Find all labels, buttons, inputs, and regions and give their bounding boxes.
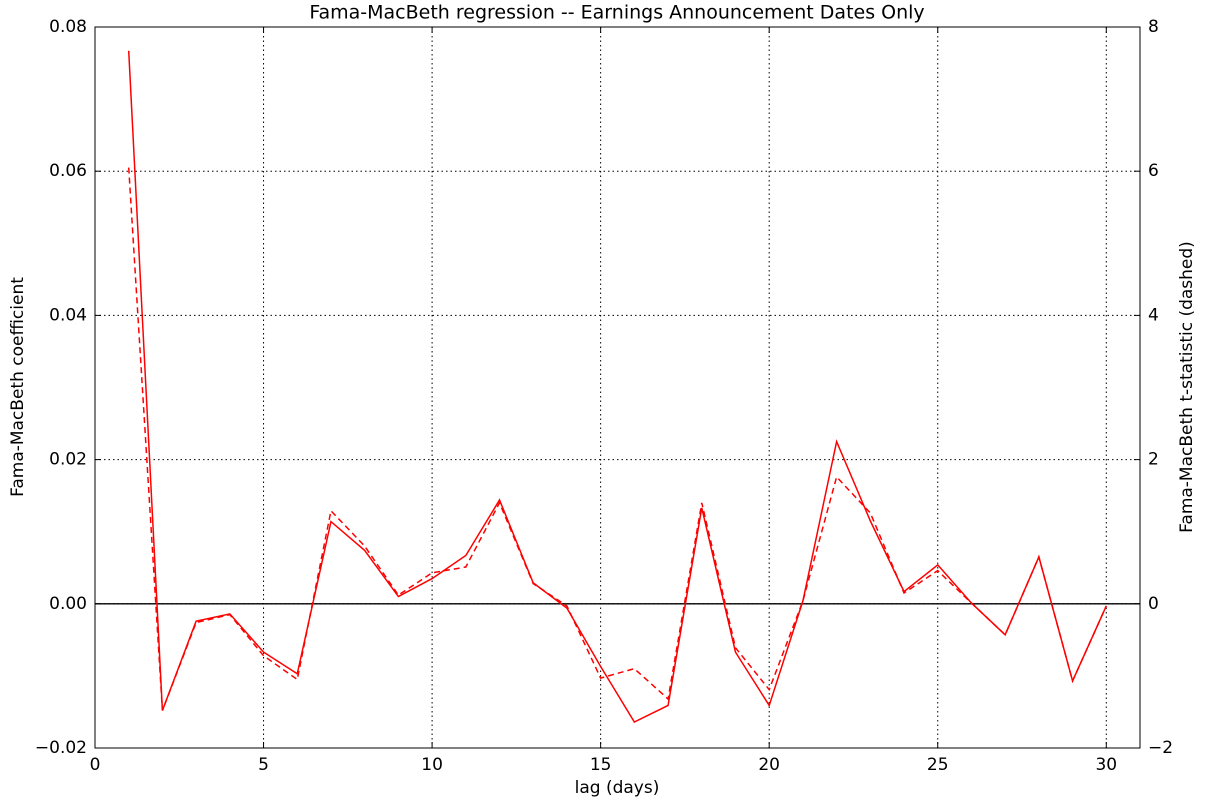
plot-frame (94, 26, 1141, 749)
y2-tick-label: 0 (1148, 594, 1159, 614)
x-tick-label: 15 (590, 755, 612, 775)
y-tick-label: 0.08 (49, 17, 87, 37)
y2-tick-label: 6 (1148, 161, 1159, 181)
series-line (127, 167, 1107, 711)
series-line (127, 50, 1107, 724)
x-tick-label: 5 (258, 755, 269, 775)
y2-tick-label: 2 (1148, 450, 1159, 470)
y-tick-label: 0.06 (49, 161, 87, 181)
y-tick-label: 0.00 (49, 594, 87, 614)
x-tick-label: 10 (421, 755, 443, 775)
x-tick-label: 0 (90, 755, 101, 775)
chart-title: Fama-MacBeth regression -- Earnings Anno… (309, 2, 924, 24)
y-tick-label: 0.02 (49, 450, 87, 470)
y-tick-label: 0.04 (49, 305, 87, 325)
x-tick-label: 20 (758, 755, 780, 775)
y2-tick-label: −2 (1148, 738, 1173, 758)
x-tick-label: 30 (1095, 755, 1117, 775)
y-axis-label: Fama-MacBeth coefficient (8, 277, 28, 497)
x-axis-label: lag (days) (575, 778, 660, 798)
y2-axis-label: Fama-MacBeth t-statistic (dashed) (1177, 241, 1197, 533)
y2-tick-label: 8 (1148, 17, 1159, 37)
x-tick-label: 25 (927, 755, 949, 775)
y2-tick-label: 4 (1148, 305, 1159, 325)
y-tick-label: −0.02 (35, 738, 87, 758)
